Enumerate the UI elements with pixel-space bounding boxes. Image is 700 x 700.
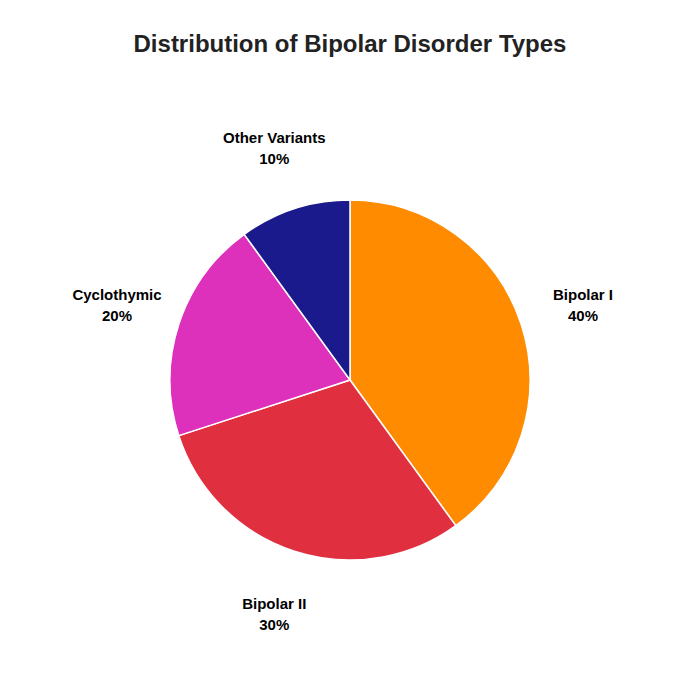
slice-label: Cyclothymic (72, 286, 161, 303)
label-group: Bipolar I 40% Bipolar II 30% Cyclothymic 20% O… (72, 129, 613, 633)
slice-label: Bipolar II (242, 595, 306, 612)
slice-label: Bipolar I (553, 286, 613, 303)
pie-group (170, 200, 530, 560)
data-label: 30% (259, 616, 289, 633)
chart-svg: Distribution of Bipolar Disorder Types Bi… (0, 0, 700, 700)
data-label: 20% (102, 307, 132, 324)
pie-slice (244, 200, 350, 380)
chart-title: Distribution of Bipolar Disorder Types (134, 30, 567, 57)
chart-container: Distribution of Bipolar Disorder Types Bi… (0, 0, 700, 700)
data-label: 10% (259, 150, 289, 167)
data-label: 40% (568, 307, 598, 324)
slice-label: Other Variants (223, 129, 326, 146)
